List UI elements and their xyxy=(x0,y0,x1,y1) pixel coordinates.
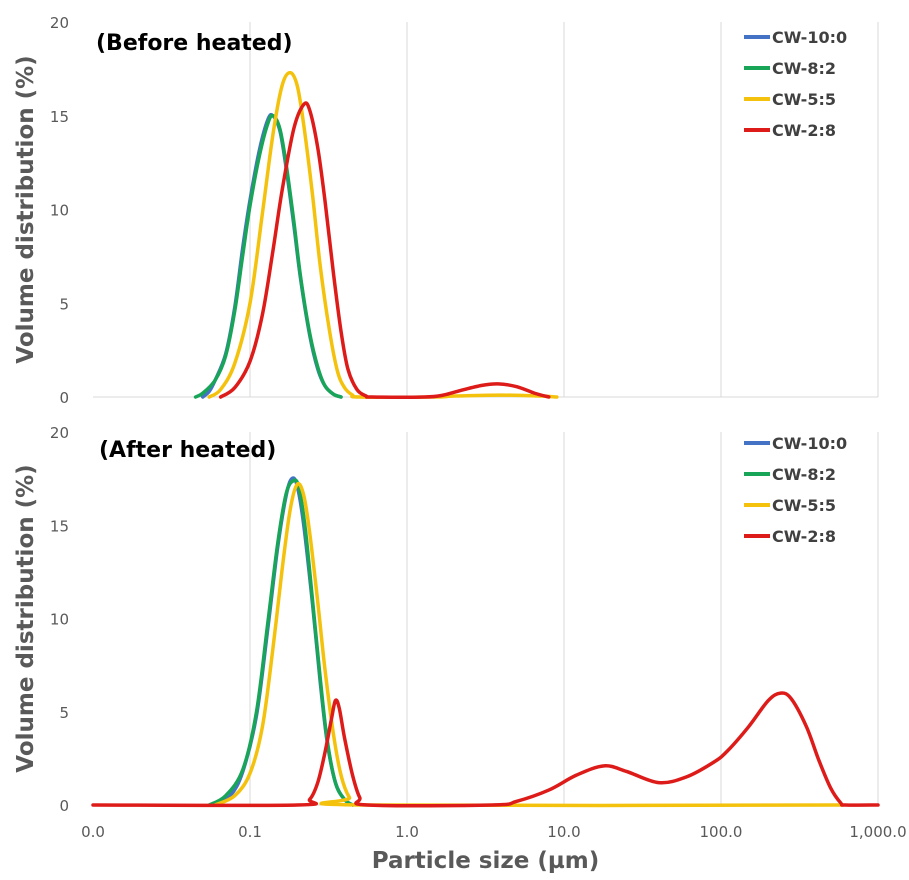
x-tick-label: 10.0 xyxy=(547,823,580,841)
y-tick-label: 10 xyxy=(50,202,69,220)
x-tick-label: 100.0 xyxy=(700,823,743,841)
y-tick-label: 15 xyxy=(50,108,69,126)
legend-label: CW-5:5 xyxy=(772,90,836,109)
series-line-cw-5-5 xyxy=(213,481,845,808)
x-tick-label: 0.1 xyxy=(238,823,262,841)
panel-title: (Before heated) xyxy=(96,31,293,56)
y-tick-label: 5 xyxy=(59,295,69,313)
series-line-cw-2-8 xyxy=(218,101,551,399)
before-heated-panel: 0 5 10 15 20 Volume distribution (%) (Before h… xyxy=(13,14,879,407)
legend-label: CW-10:0 xyxy=(772,28,847,47)
legend-label: CW-2:8 xyxy=(772,527,836,546)
y-tick-label: 0 xyxy=(59,389,69,407)
y-axis-title: Volume distribution (%) xyxy=(13,55,39,363)
legend-label: CW-8:2 xyxy=(772,465,836,484)
series-line-cw-5-5 xyxy=(207,70,559,399)
after-heated-panel: 0 5 10 15 20 0.0 0.1 1.0 10.0 100.0 1,000.0 Volume … xyxy=(13,424,907,841)
y-tick-label: 0 xyxy=(59,797,69,815)
x-tick-label: 0.0 xyxy=(81,823,105,841)
series-line-cw-10-0 xyxy=(213,476,355,807)
series-line-cw-2-8 xyxy=(91,691,880,808)
x-tick-label: 1.0 xyxy=(395,823,419,841)
y-tick-label: 15 xyxy=(50,517,69,535)
y-tick-label: 20 xyxy=(50,14,69,32)
series-line-cw-8-2 xyxy=(207,478,355,807)
legend-label: CW-2:8 xyxy=(772,121,836,140)
y-tick-label: 10 xyxy=(50,611,69,629)
legend-label: CW-8:2 xyxy=(772,59,836,78)
panel-title: (After heated) xyxy=(99,438,276,463)
legend-label: CW-5:5 xyxy=(772,496,836,515)
y-tick-label: 5 xyxy=(59,704,69,722)
legend-label: CW-10:0 xyxy=(772,434,847,453)
x-axis-title: Particle size (µm) xyxy=(372,848,600,874)
series-line-cw-8-2 xyxy=(193,113,343,399)
y-tick-label: 20 xyxy=(50,424,69,442)
y-axis-title: Volume distribution (%) xyxy=(13,464,39,772)
x-tick-label: 1,000.0 xyxy=(849,823,906,841)
